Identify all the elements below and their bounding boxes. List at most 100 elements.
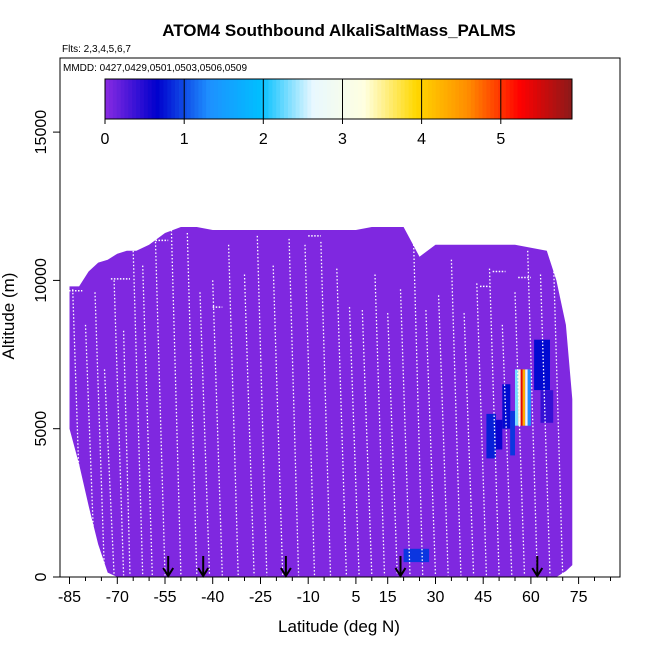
colorbar-swatch xyxy=(533,79,538,119)
colorbar-swatch xyxy=(428,79,433,119)
colorbar-swatch xyxy=(494,79,499,119)
colorbar-swatch xyxy=(272,79,277,119)
data-cell xyxy=(495,419,503,450)
colorbar-swatch xyxy=(108,79,114,119)
colorbar-swatch xyxy=(338,79,343,119)
colorbar-swatch xyxy=(217,79,223,119)
colorbar-swatch xyxy=(377,79,382,119)
colorbar-tick-label: 2 xyxy=(259,131,268,148)
flight-arrow xyxy=(531,556,544,578)
flight-arrow-head xyxy=(162,567,175,578)
colorbar-swatch xyxy=(202,79,207,119)
colorbar-swatch xyxy=(315,79,320,119)
plot-area xyxy=(60,223,573,577)
y-tick-label: 5000 xyxy=(33,411,50,447)
flight-profile-line xyxy=(113,280,125,576)
colorbar-swatch xyxy=(443,79,448,119)
colorbar-swatch xyxy=(525,79,530,119)
colorbar-swatch xyxy=(299,79,304,119)
colorbar-swatch xyxy=(171,79,176,119)
colorbar-swatch xyxy=(151,79,156,119)
colorbar-swatch xyxy=(213,79,219,119)
colorbar-swatch xyxy=(552,79,557,119)
colorbar-swatch xyxy=(330,79,336,119)
colorbar-swatch xyxy=(513,79,518,119)
flight-profile-line xyxy=(122,330,131,576)
colorbar-swatch xyxy=(435,79,441,119)
colorbar-swatch xyxy=(439,79,444,119)
flight-profile-line xyxy=(488,268,500,576)
data-cell xyxy=(510,410,515,456)
colorbar: 0 1 2 3 4 5 xyxy=(101,78,573,148)
flight-profile-line xyxy=(361,310,373,576)
flight-profile-line xyxy=(170,229,182,576)
colorbar-tick-label: 4 xyxy=(417,131,426,148)
colorbar-swatch xyxy=(505,79,511,119)
colorbar-swatch xyxy=(143,79,149,119)
flight-arrows-layer xyxy=(162,556,544,578)
flight-profile-line xyxy=(304,244,316,576)
colorbar-swatch xyxy=(311,79,316,119)
colorbar-swatch xyxy=(544,79,550,119)
data-cells-layer xyxy=(403,339,554,563)
flight-arrow-head xyxy=(280,567,292,578)
y-tick-label: 10000 xyxy=(33,258,50,303)
colorbar-swatch xyxy=(556,79,561,119)
flight-arrow-head xyxy=(197,567,210,578)
x-tick-label: -55 xyxy=(153,589,176,606)
colorbar-swatch xyxy=(178,79,184,119)
colorbar-swatch xyxy=(245,79,250,119)
colorbar-swatch xyxy=(529,79,534,119)
colorbar-swatch xyxy=(186,79,192,119)
colorbar-swatch xyxy=(128,79,133,119)
flight-profile-line xyxy=(288,238,300,576)
colorbar-swatch xyxy=(361,79,367,119)
data-cell xyxy=(520,369,523,426)
flight-profile-line xyxy=(186,232,198,576)
data-cell xyxy=(527,369,531,426)
colorbar-swatch xyxy=(319,79,324,119)
colorbar-swatch xyxy=(424,79,429,119)
colorbar-swatch xyxy=(501,79,507,119)
colorbar-ticks: 0 1 2 3 4 5 xyxy=(101,79,505,148)
colorbar-swatch xyxy=(322,79,328,119)
colorbar-swatch xyxy=(237,79,242,119)
flight-arrow-head xyxy=(531,567,544,578)
flight-profile-line xyxy=(243,274,255,576)
data-cell xyxy=(540,390,554,423)
colorbar-swatch xyxy=(163,79,168,119)
flight-profile-line xyxy=(539,274,551,576)
colorbar-swatch xyxy=(276,79,281,119)
x-tick-label: -70 xyxy=(106,589,129,606)
data-envelope-layer xyxy=(69,227,573,577)
colorbar-swatch xyxy=(229,79,234,119)
x-tick-label: -10 xyxy=(297,589,320,606)
colorbar-swatch xyxy=(564,79,569,119)
colorbar-swatch xyxy=(116,79,121,119)
x-tick-label: -85 xyxy=(58,589,81,606)
x-tick-label: 5 xyxy=(351,589,360,606)
colorbar-swatch xyxy=(474,79,479,119)
colorbar-swatch xyxy=(412,79,417,119)
colorbar-swatch xyxy=(256,79,262,119)
flight-profile-line xyxy=(132,250,144,576)
colorbar-swatch xyxy=(389,79,394,119)
colorbar-swatch xyxy=(206,79,211,119)
colorbar-swatch xyxy=(175,79,180,119)
colorbar-swatch xyxy=(455,79,460,119)
colorbar-swatch xyxy=(400,79,406,119)
colorbar-swatch xyxy=(194,79,199,119)
colorbar-swatch xyxy=(140,79,145,119)
colorbar-swatch xyxy=(536,79,542,119)
colorbar-swatch xyxy=(124,79,129,119)
mmdd-note: MMDD: 0427,0429,0501,0503,0506,0509 xyxy=(63,63,247,74)
colorbar-swatch xyxy=(408,79,413,119)
x-tick-label: 30 xyxy=(427,589,445,606)
colorbar-swatch xyxy=(459,79,464,119)
colorbar-swatch xyxy=(225,79,230,119)
y-tick-label: 15000 xyxy=(33,110,50,155)
colorbar-swatch xyxy=(350,79,355,119)
flight-profile-line xyxy=(552,250,564,576)
colorbar-swatch xyxy=(540,79,546,119)
